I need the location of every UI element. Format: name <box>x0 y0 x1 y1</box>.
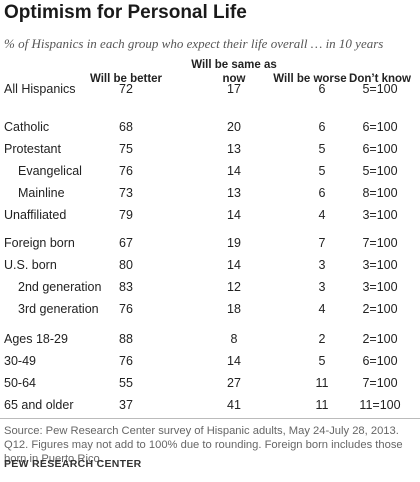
table-row: 2nd generation 83 12 3 3=100 <box>0 276 420 298</box>
row-label: Mainline <box>18 186 65 200</box>
table-cell: 19 <box>227 236 241 250</box>
table-row: Protestant 75 13 5 6=100 <box>0 138 420 160</box>
row-label: All Hispanics <box>4 82 76 96</box>
table-row: Mainline 73 13 6 8=100 <box>0 182 420 204</box>
table-cell: 68 <box>119 120 133 134</box>
row-label: 30-49 <box>4 354 36 368</box>
table-cell: 6=100 <box>362 142 398 156</box>
table-row: 3rd generation 76 18 4 2=100 <box>0 298 420 320</box>
table-cell: 6 <box>318 120 326 134</box>
table-cell: 2=100 <box>362 332 398 346</box>
row-label: Evangelical <box>18 164 82 178</box>
table-cell: 17 <box>227 82 241 96</box>
column-header-same: Will be same as now <box>191 59 277 85</box>
table-cell: 13 <box>227 186 241 200</box>
subtitle: % of Hispanics in each group who expect … <box>4 36 384 51</box>
table-cell: 12 <box>227 280 241 294</box>
table-cell: 3 <box>318 258 326 272</box>
table-cell: 67 <box>119 236 133 250</box>
row-label: Unaffiliated <box>4 208 67 222</box>
table-cell: 6=100 <box>362 120 398 134</box>
table-cell: 3=100 <box>362 258 398 272</box>
table-cell: 11=100 <box>359 398 401 412</box>
table-cell: 20 <box>227 120 241 134</box>
source-note: Source: Pew Research Center survey of Hi… <box>4 425 403 465</box>
table-cell: 72 <box>119 82 133 96</box>
table-cell: 6=100 <box>362 354 398 368</box>
table-cell: 18 <box>227 302 241 316</box>
table-row: 30-49 76 14 5 6=100 <box>0 350 420 372</box>
table-cell: 7=100 <box>362 376 398 390</box>
table-cell: 5 <box>318 164 326 178</box>
table-row: Catholic 68 20 6 6=100 <box>0 116 420 138</box>
table-cell: 4 <box>318 302 326 316</box>
table-cell: 73 <box>119 186 133 200</box>
divider <box>0 418 420 419</box>
table-cell: 75 <box>119 142 133 156</box>
table-cell: 4 <box>318 208 326 222</box>
table-cell: 3 <box>318 280 326 294</box>
table-cell: 55 <box>119 376 133 390</box>
table-cell: 11 <box>315 376 329 390</box>
table-row: Unaffiliated 79 14 4 3=100 <box>0 204 420 226</box>
table-cell: 14 <box>227 258 241 272</box>
table-cell: 76 <box>119 302 133 316</box>
column-header-better: Will be better <box>89 73 163 85</box>
table-row: Evangelical 76 14 5 5=100 <box>0 160 420 182</box>
table-cell: 2 <box>318 332 326 346</box>
table-cell: 7=100 <box>362 236 398 250</box>
table-row: U.S. born 80 14 3 3=100 <box>0 254 420 276</box>
source-credit: PEW RESEARCH CENTER <box>4 458 142 470</box>
row-label: Ages 18-29 <box>4 332 68 346</box>
table-cell: 41 <box>227 398 241 412</box>
table-cell: 2=100 <box>362 302 398 316</box>
table-cell: 5 <box>318 142 326 156</box>
table-cell: 8 <box>230 332 238 346</box>
column-header-dont-know: Don’t know <box>349 73 411 85</box>
page-title: Optimism for Personal Life <box>4 2 247 23</box>
table-cell: 79 <box>119 208 133 222</box>
row-label: 2nd generation <box>18 280 102 294</box>
table-cell: 8=100 <box>362 186 398 200</box>
table-cell: 7 <box>318 236 326 250</box>
table-cell: 11 <box>315 398 329 412</box>
row-label: 50-64 <box>4 376 36 390</box>
table-cell: 88 <box>119 332 133 346</box>
table-cell: 3=100 <box>362 280 398 294</box>
table-cell: 5=100 <box>362 82 398 96</box>
table-row: Foreign born 67 19 7 7=100 <box>0 232 420 254</box>
row-label: Protestant <box>4 142 61 156</box>
table-cell: 5 <box>318 354 326 368</box>
table-cell: 76 <box>119 164 133 178</box>
table-cell: 14 <box>227 164 241 178</box>
table-row: 50-64 55 27 11 7=100 <box>0 372 420 394</box>
table-cell: 76 <box>119 354 133 368</box>
table-cell: 3=100 <box>362 208 398 222</box>
table-cell: 83 <box>119 280 133 294</box>
table-cell: 6 <box>318 82 326 96</box>
table-cell: 14 <box>227 208 241 222</box>
table-cell: 27 <box>227 376 241 390</box>
column-header-worse: Will be worse <box>273 73 347 85</box>
row-label: 3rd generation <box>18 302 99 316</box>
table-cell: 5=100 <box>362 164 398 178</box>
row-label: 65 and older <box>4 398 74 412</box>
row-label: Foreign born <box>4 236 75 250</box>
table-row: All Hispanics 72 17 6 5=100 <box>0 78 420 100</box>
row-label: Catholic <box>4 120 50 134</box>
row-label: U.S. born <box>4 258 57 272</box>
table-cell: 14 <box>227 354 241 368</box>
table-cell: 80 <box>119 258 133 272</box>
table-cell: 37 <box>119 398 133 412</box>
table-cell: 13 <box>227 142 241 156</box>
table-row: Ages 18-29 88 8 2 2=100 <box>0 328 420 350</box>
table-row: 65 and older 37 41 11 11=100 <box>0 394 420 416</box>
table-cell: 6 <box>318 186 326 200</box>
